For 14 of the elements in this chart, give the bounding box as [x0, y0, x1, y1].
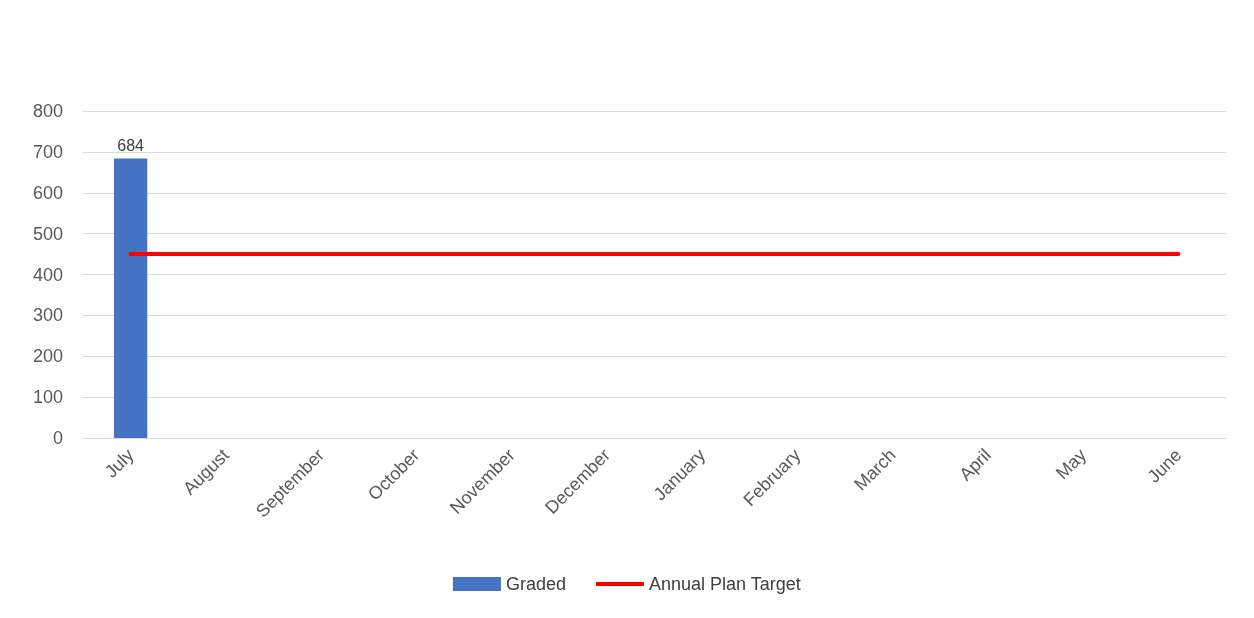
y-tick-label: 800 — [32, 101, 63, 121]
y-tick-label: 600 — [32, 182, 63, 203]
y-tick-label: 400 — [32, 264, 63, 285]
y-tick-label: 300 — [32, 305, 63, 326]
legend-label: Annual Plan Target — [648, 574, 801, 594]
y-tick-label: 100 — [32, 387, 63, 408]
x-tick-label: July — [100, 444, 138, 482]
x-tick-label: May — [1052, 444, 1091, 484]
data-label: 684 — [117, 136, 145, 154]
y-tick-label: 200 — [32, 346, 63, 367]
y-tick-label: 700 — [32, 141, 63, 162]
y-tick-label: 0 — [52, 428, 63, 448]
legend-label: Graded — [505, 574, 566, 594]
y-tick-label: 500 — [32, 223, 63, 244]
